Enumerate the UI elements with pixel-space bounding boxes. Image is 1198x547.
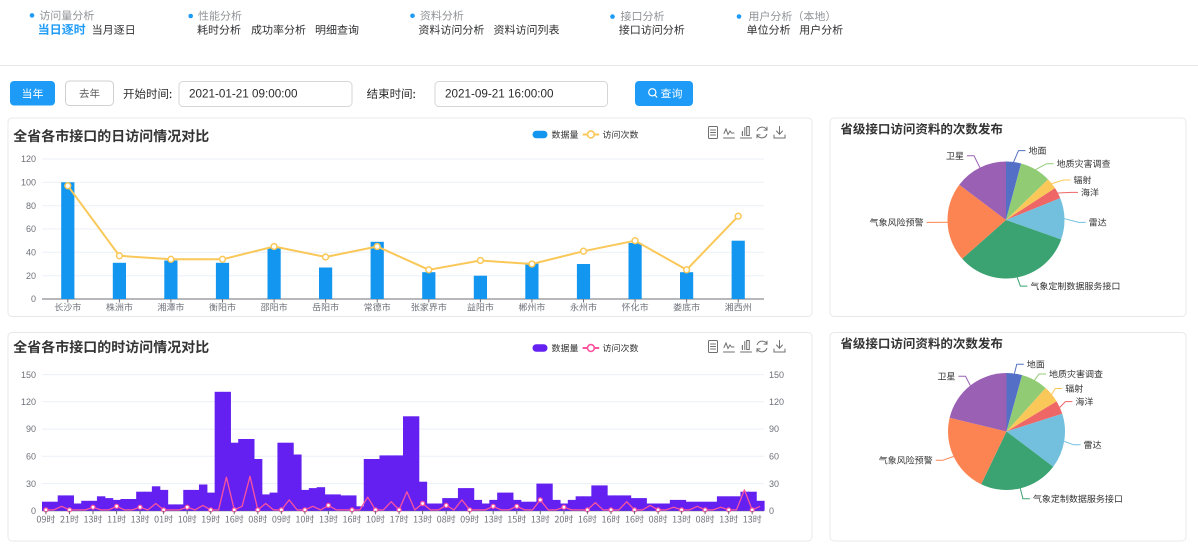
svg-text:60: 60 [769, 452, 779, 462]
svg-text:90: 90 [769, 424, 779, 434]
svg-text:120: 120 [21, 154, 36, 164]
svg-text:2021-01-21 09:00:00: 2021-01-21 09:00:00 [189, 88, 298, 101]
svg-text:30: 30 [26, 479, 36, 489]
svg-text:120: 120 [21, 397, 36, 407]
svg-text:150: 150 [769, 370, 784, 380]
svg-text:0: 0 [769, 506, 774, 516]
svg-text:150: 150 [21, 370, 36, 380]
svg-text:20: 20 [26, 271, 36, 281]
svg-text:0: 0 [31, 506, 36, 516]
svg-text:120: 120 [769, 397, 784, 407]
svg-text:60: 60 [26, 224, 36, 234]
svg-text:0: 0 [31, 294, 36, 304]
svg-text:90: 90 [26, 424, 36, 434]
svg-text:2021-09-21 16:00:00: 2021-09-21 16:00:00 [445, 88, 554, 101]
svg-text:40: 40 [26, 248, 36, 258]
svg-text:80: 80 [26, 201, 36, 211]
svg-text:60: 60 [26, 452, 36, 462]
svg-text:30: 30 [769, 479, 779, 489]
svg-text:100: 100 [21, 178, 36, 188]
